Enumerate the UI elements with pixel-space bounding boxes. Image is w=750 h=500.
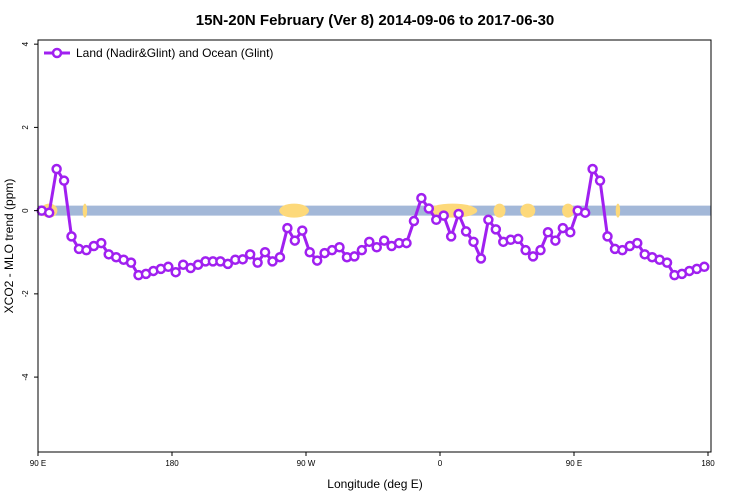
data-point <box>274 251 286 263</box>
data-point <box>535 244 546 256</box>
x-tick-label: 180 <box>165 459 179 468</box>
y-tick-label: 4 <box>21 41 30 46</box>
x-axis-label: Longitude (deg E) <box>327 477 422 491</box>
data-point <box>468 236 479 248</box>
data-point <box>401 237 412 249</box>
data-point <box>699 261 710 273</box>
y-tick-label: 0 <box>21 208 30 213</box>
data-point <box>661 257 673 268</box>
data-point <box>349 251 360 262</box>
data-point <box>594 175 606 186</box>
data-point <box>244 249 256 260</box>
x-tick-label: 0 <box>438 459 443 468</box>
x-tick-label: 90 W <box>297 459 316 468</box>
data-point <box>378 235 390 246</box>
data-point <box>66 231 77 242</box>
data-point <box>311 255 323 266</box>
data-point <box>453 208 464 220</box>
series-line-0 <box>41 167 705 277</box>
data-point <box>527 251 539 262</box>
plot-background <box>38 205 711 216</box>
data-point <box>579 207 591 218</box>
data-point <box>520 244 531 256</box>
data-point <box>371 241 382 253</box>
data-point <box>163 261 174 273</box>
legend: Land (Nadir&Glint) and Ocean (Glint) <box>44 46 273 60</box>
x-tick-label: 90 E <box>30 459 46 468</box>
data-point <box>475 253 487 264</box>
data-point <box>565 227 576 238</box>
data-point <box>490 224 502 235</box>
data-point <box>170 266 181 278</box>
data-point <box>416 192 427 204</box>
y-tick-label: 2 <box>21 125 30 130</box>
data-point <box>408 215 420 227</box>
data-point <box>81 244 92 256</box>
data-point <box>297 225 308 236</box>
data-point <box>334 241 345 253</box>
data-point <box>550 235 561 246</box>
legend-marker <box>51 47 63 59</box>
data-point <box>51 163 62 175</box>
data-point <box>483 214 494 226</box>
data-point <box>557 222 569 234</box>
ocean-band <box>38 205 711 216</box>
data-point <box>445 231 457 242</box>
data-point <box>282 222 293 234</box>
data-point <box>259 246 271 258</box>
data-point <box>125 257 137 268</box>
data-point <box>289 235 301 246</box>
data-point <box>587 163 598 175</box>
legend-label: Land (Nadir&Glint) and Ocean (Glint) <box>76 46 273 60</box>
data-point <box>96 237 107 249</box>
data-point <box>267 256 278 267</box>
data-point <box>364 236 375 248</box>
data-point <box>602 231 613 242</box>
data-point <box>512 233 524 245</box>
data-point <box>632 237 643 249</box>
x-tick-label: 180 <box>701 459 715 468</box>
y-tick-label: -4 <box>21 373 30 381</box>
data-point <box>356 244 368 256</box>
y-tick-label: -2 <box>21 290 30 298</box>
data-point <box>423 203 435 214</box>
data-point <box>43 207 55 218</box>
series-layer <box>36 163 710 281</box>
data-point <box>617 244 628 256</box>
data-point <box>438 210 449 221</box>
land-blob-1 <box>82 203 88 218</box>
chart-title: 15N-20N February (Ver 8) 2014-09-06 to 2… <box>196 12 555 29</box>
data-point <box>222 258 234 270</box>
data-point <box>58 175 70 186</box>
land-blob-2 <box>279 203 309 218</box>
land-blob-6 <box>562 203 574 218</box>
land-blob-4 <box>493 203 506 218</box>
data-point <box>237 254 248 265</box>
x-tick-label: 90 E <box>566 459 582 468</box>
plot-frame <box>37 39 712 453</box>
y-axis-label: XCO2 - MLO trend (ppm) <box>2 179 16 314</box>
land-blob-7 <box>615 203 621 218</box>
data-point <box>431 214 442 226</box>
land-blob-5 <box>520 203 536 218</box>
x-axis: 90 E 180 90 W 0 90 E 180 <box>30 452 715 468</box>
data-point <box>304 246 315 258</box>
y-axis: -4 -2 0 2 4 <box>21 41 38 381</box>
data-point <box>460 226 472 237</box>
data-point <box>252 257 263 268</box>
data-point <box>542 227 554 238</box>
